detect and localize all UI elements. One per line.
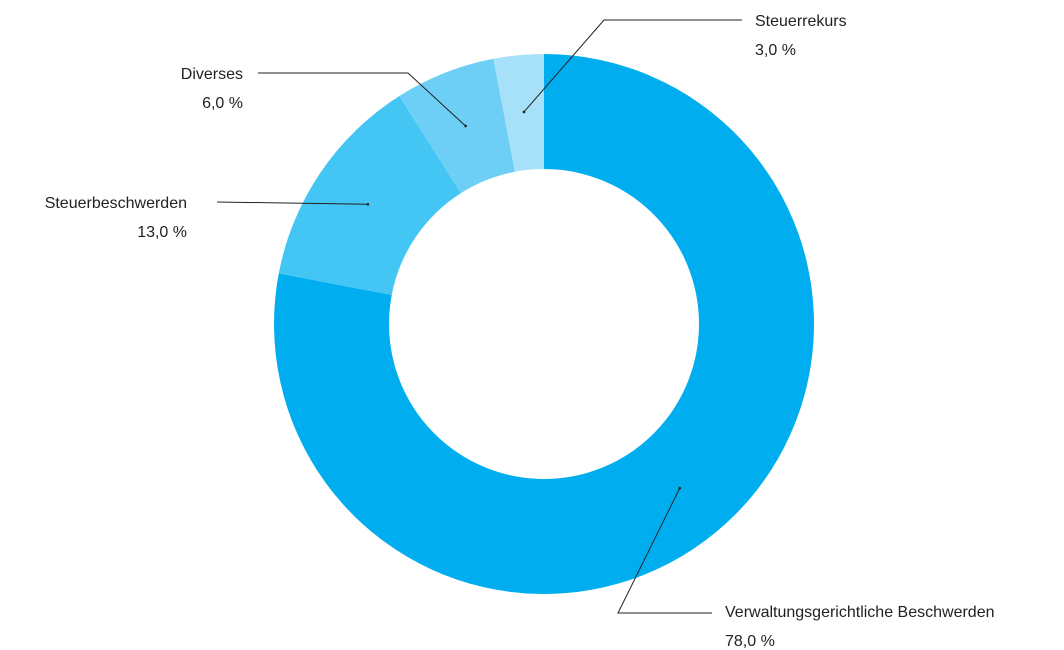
leader-dot [464,124,467,128]
donut-slice [493,54,544,172]
slice-label: Steuerrekurs [755,13,847,30]
leader-line [216,201,368,205]
leader-dot [522,110,526,114]
leader-line [258,72,466,127]
leader-line [617,487,712,614]
slice-value-label: 13,0 % [137,224,187,241]
leader-dot [678,486,682,490]
slice-label: Steuerbeschwerden [45,195,187,212]
slice-label: Diverses [181,66,243,83]
donut-slice [278,96,461,295]
slice-value-label: 78,0 % [725,633,775,650]
slice-value-label: 3,0 % [755,42,796,59]
leader-dot [366,202,370,206]
donut-slice [399,58,515,194]
donut-slice [273,54,815,595]
leader-line [523,19,742,113]
slice-value-label: 6,0 % [202,95,243,112]
slice-label: Verwaltungsgerichtliche Beschwerden [725,604,994,621]
